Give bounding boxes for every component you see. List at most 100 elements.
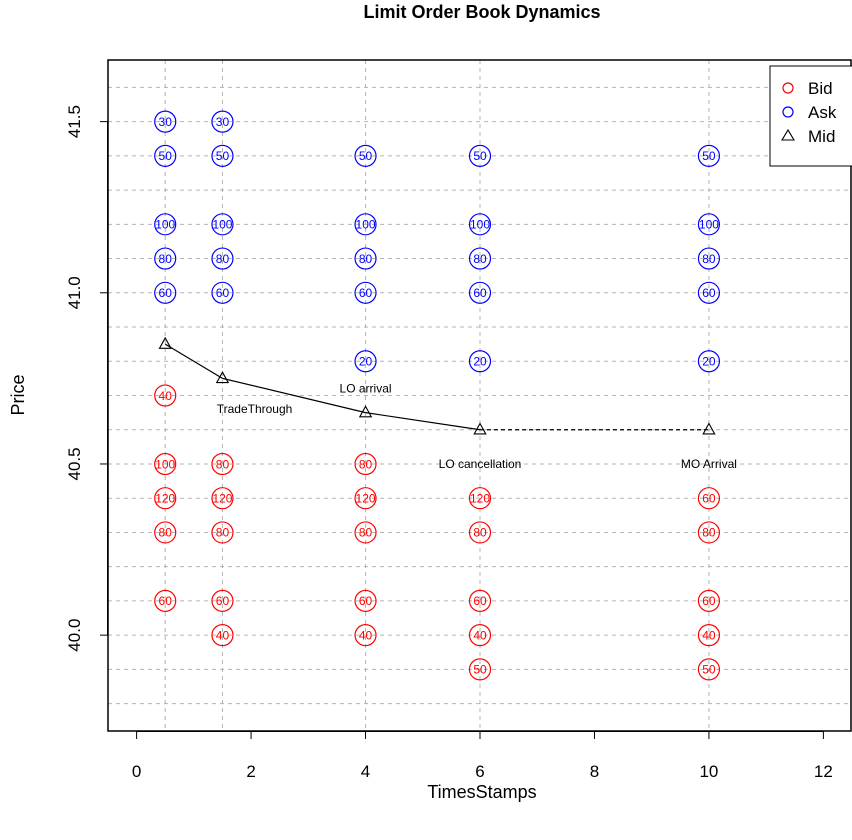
bid-volume-label: 60 xyxy=(216,594,230,608)
bid-point xyxy=(697,589,721,613)
bid-volume-label: 80 xyxy=(216,457,230,471)
y-axis-label: Price xyxy=(8,374,28,415)
ask-volume-label: 20 xyxy=(473,355,487,369)
ask-point xyxy=(354,247,377,270)
chart-title: Limit Order Book Dynamics xyxy=(363,2,600,22)
x-axis: 0 2 4 6 8 10 12 xyxy=(132,731,833,781)
bid-point xyxy=(468,521,492,544)
bid-volume-label: 80 xyxy=(702,526,716,540)
ask-point xyxy=(211,247,234,270)
mid-line-segment xyxy=(164,343,223,379)
legend-ask-marker xyxy=(782,106,794,118)
bid-volume-label: 60 xyxy=(702,492,716,506)
bid-volume-label: 80 xyxy=(216,526,230,540)
bid-point xyxy=(154,452,177,476)
bid-volume-label: 60 xyxy=(359,594,373,608)
bid-volume-label: 120 xyxy=(470,492,490,506)
bid-volume-label: 60 xyxy=(159,594,173,608)
bid-volume-label: 40 xyxy=(702,628,716,642)
ask-volume-label: 60 xyxy=(702,286,716,300)
legend-ask-label: Ask xyxy=(808,103,837,122)
bid-volume-label: 120 xyxy=(212,492,232,506)
bid-point xyxy=(468,658,492,681)
ask-point xyxy=(211,110,234,133)
annotations: TradeThrough LO arrival LO cancellation MO … xyxy=(217,382,737,471)
ask-point xyxy=(211,144,234,167)
annotation-label: MO Arrival xyxy=(681,457,737,471)
ask-point xyxy=(468,213,492,236)
ask-volume-label: 80 xyxy=(359,252,373,266)
bid-volume-label: 80 xyxy=(473,526,487,540)
ask-volume-label: 20 xyxy=(359,355,373,369)
legend-mid-label: Mid xyxy=(808,127,835,146)
bid-point xyxy=(468,487,492,510)
ask-volume-label: 60 xyxy=(473,286,487,300)
legend-bid-label: Bid xyxy=(808,79,833,98)
bid-volume-label: 120 xyxy=(356,492,376,506)
bid-volume-label: 40 xyxy=(473,628,487,642)
y-axis: 40.0 40.5 41.0 41.5 xyxy=(65,105,108,652)
ask-point xyxy=(468,144,492,167)
ask-point xyxy=(354,213,377,236)
ask-volume-label: 100 xyxy=(212,218,232,232)
ask-volume-label: 80 xyxy=(702,252,716,266)
ask-point xyxy=(468,350,492,373)
mid-point xyxy=(158,336,172,349)
x-tick-label: 8 xyxy=(590,762,599,781)
x-tick-label: 4 xyxy=(361,762,370,781)
bid-point xyxy=(354,487,377,510)
x-axis-label: TimesStamps xyxy=(427,782,536,802)
bid-point xyxy=(354,521,377,544)
ask-point xyxy=(468,247,492,270)
ask-point xyxy=(211,213,234,236)
mid-line-segment xyxy=(365,412,481,431)
ask-point xyxy=(697,213,721,236)
mid-point xyxy=(215,371,230,384)
bid-point xyxy=(154,521,177,544)
ask-point xyxy=(354,350,377,373)
bid-volume-label: 60 xyxy=(702,594,716,608)
ask-volume-label: 50 xyxy=(702,149,716,163)
bid-point xyxy=(468,624,492,647)
bid-volume-label: 120 xyxy=(155,492,175,506)
ask-volume-label: 30 xyxy=(159,115,173,129)
ask-volume-label: 100 xyxy=(155,218,175,232)
ask-point xyxy=(211,281,234,304)
ask-point xyxy=(154,110,177,133)
bid-point xyxy=(697,658,721,681)
ask-volume-label: 50 xyxy=(359,149,373,163)
ask-volume-label: 50 xyxy=(216,149,230,163)
y-tick-label: 40.5 xyxy=(65,447,84,480)
mid-point xyxy=(473,422,487,435)
ask-volume-label: 80 xyxy=(473,252,487,266)
mid-price-line xyxy=(164,343,709,431)
ask-volume-label: 50 xyxy=(473,149,487,163)
ask-point xyxy=(154,281,177,304)
bid-point xyxy=(154,384,177,407)
ask-point xyxy=(154,247,177,270)
ask-point xyxy=(697,247,721,270)
bid-point xyxy=(211,589,234,613)
y-tick-label: 41.5 xyxy=(65,105,84,138)
bid-point xyxy=(154,589,177,613)
legend-mid-marker xyxy=(781,128,795,141)
mid-point xyxy=(358,405,373,418)
bid-point xyxy=(697,487,721,510)
y-tick-label: 41.0 xyxy=(65,276,84,309)
bid-point xyxy=(468,589,492,613)
ask-point xyxy=(697,281,721,304)
data-marks: 40 100 120 80 60 80 120 80 60 40 80 120 80 60 40 120 80 6… xyxy=(154,110,721,681)
ask-volume-label: 20 xyxy=(702,355,716,369)
bid-volume-label: 80 xyxy=(159,526,173,540)
bid-volume-label: 40 xyxy=(216,628,230,642)
x-tick-label: 2 xyxy=(246,762,255,781)
bid-volume-label: 80 xyxy=(359,457,373,471)
ask-point xyxy=(354,144,377,167)
bid-point xyxy=(354,624,377,647)
bid-point xyxy=(354,452,377,476)
ask-volume-label: 80 xyxy=(216,252,230,266)
ask-point xyxy=(154,213,177,236)
ask-volume-label: 30 xyxy=(216,115,230,129)
x-tick-label: 12 xyxy=(814,762,833,781)
ask-volume-label: 50 xyxy=(159,149,173,163)
